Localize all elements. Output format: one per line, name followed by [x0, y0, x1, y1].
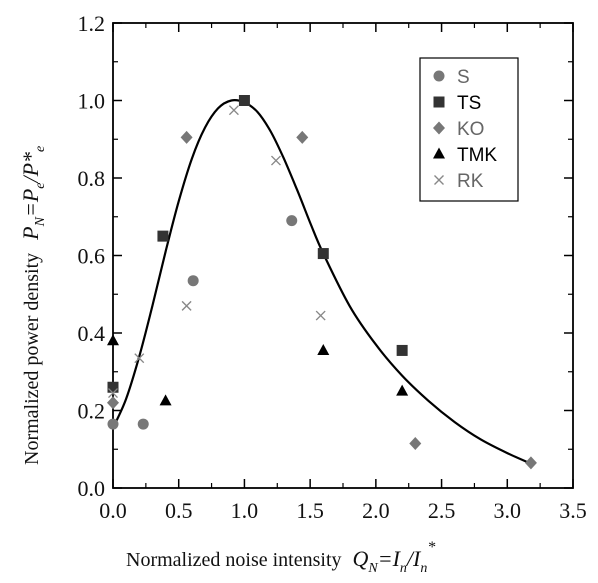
x-tick-label: 0.5	[165, 498, 193, 523]
series-ko	[107, 130, 537, 470]
point-ko	[180, 130, 193, 144]
legend-marker-rk	[434, 175, 444, 185]
point-ts	[238, 95, 250, 106]
y-tick-label: 0.2	[78, 399, 106, 424]
legend: S TS KO TMK RK	[419, 57, 519, 202]
fit-curve	[112, 99, 535, 466]
ticks	[112, 22, 574, 489]
x-tick-label: 0.0	[99, 498, 127, 523]
y-tick-label: 0.6	[78, 244, 106, 269]
point-rk	[228, 105, 239, 116]
point-rk	[108, 388, 118, 399]
point-s	[187, 275, 199, 287]
legend-items: S TS KO TMK RK	[433, 67, 497, 192]
legend-marker-ko	[433, 121, 445, 135]
point-s	[286, 215, 298, 227]
point-tmk	[317, 343, 330, 355]
legend-marker-tmk	[433, 147, 445, 159]
legend-marker-ts	[433, 96, 445, 108]
fit-curve-group	[112, 99, 535, 466]
x-tick-label: 2.5	[428, 498, 456, 523]
legend-label-s: S	[457, 67, 470, 88]
x-axis-label: Normalized noise intensity QN=In/In*	[126, 539, 435, 576]
point-tmk	[107, 334, 119, 346]
point-tmk	[159, 394, 172, 406]
point-ko	[409, 436, 422, 450]
point-rk	[315, 310, 326, 321]
legend-marker-s	[433, 70, 445, 82]
y-tick-label: 0.0	[78, 476, 106, 501]
data-points	[107, 95, 537, 470]
point-ts	[157, 230, 169, 242]
point-ko	[524, 456, 537, 470]
y-tick-label: 1.0	[78, 89, 106, 114]
legend-label-ts: TS	[457, 93, 481, 114]
point-tmk	[396, 384, 409, 396]
point-rk	[134, 353, 145, 364]
y-tick-label: 1.2	[78, 11, 106, 36]
x-tick-label: 3.0	[494, 498, 522, 523]
point-s	[107, 418, 119, 430]
point-ko	[296, 130, 309, 144]
x-tick-labels: 0.0 0.5 1.0 1.5 2.0 2.5 3.0 3.5	[99, 498, 587, 523]
point-rk	[181, 300, 192, 311]
legend-label-ko: KO	[457, 119, 484, 140]
y-tick-label: 0.4	[78, 321, 106, 346]
x-tick-label: 1.5	[296, 498, 324, 523]
legend-label-tmk: TMK	[457, 145, 497, 166]
series-ts	[107, 95, 408, 393]
point-ko	[107, 396, 119, 410]
series-s	[107, 215, 298, 430]
point-s	[137, 418, 149, 430]
x-tick-label: 1.0	[231, 498, 259, 523]
point-ts	[396, 344, 408, 356]
y-tick-label: 0.8	[78, 166, 106, 191]
point-ts	[107, 381, 119, 393]
point-rk	[270, 155, 281, 166]
legend-label-rk: RK	[457, 171, 484, 192]
y-tick-labels: 0.0 0.2 0.4 0.6 0.8 1.0 1.2	[78, 11, 106, 501]
x-tick-label: 2.0	[362, 498, 390, 523]
series-tmk	[107, 334, 409, 406]
x-tick-label: 3.5	[559, 498, 587, 523]
series-rk	[108, 105, 326, 399]
y-axis-label: Normalized power density PN=Pe/P*e	[18, 146, 48, 465]
point-ts	[317, 248, 329, 260]
